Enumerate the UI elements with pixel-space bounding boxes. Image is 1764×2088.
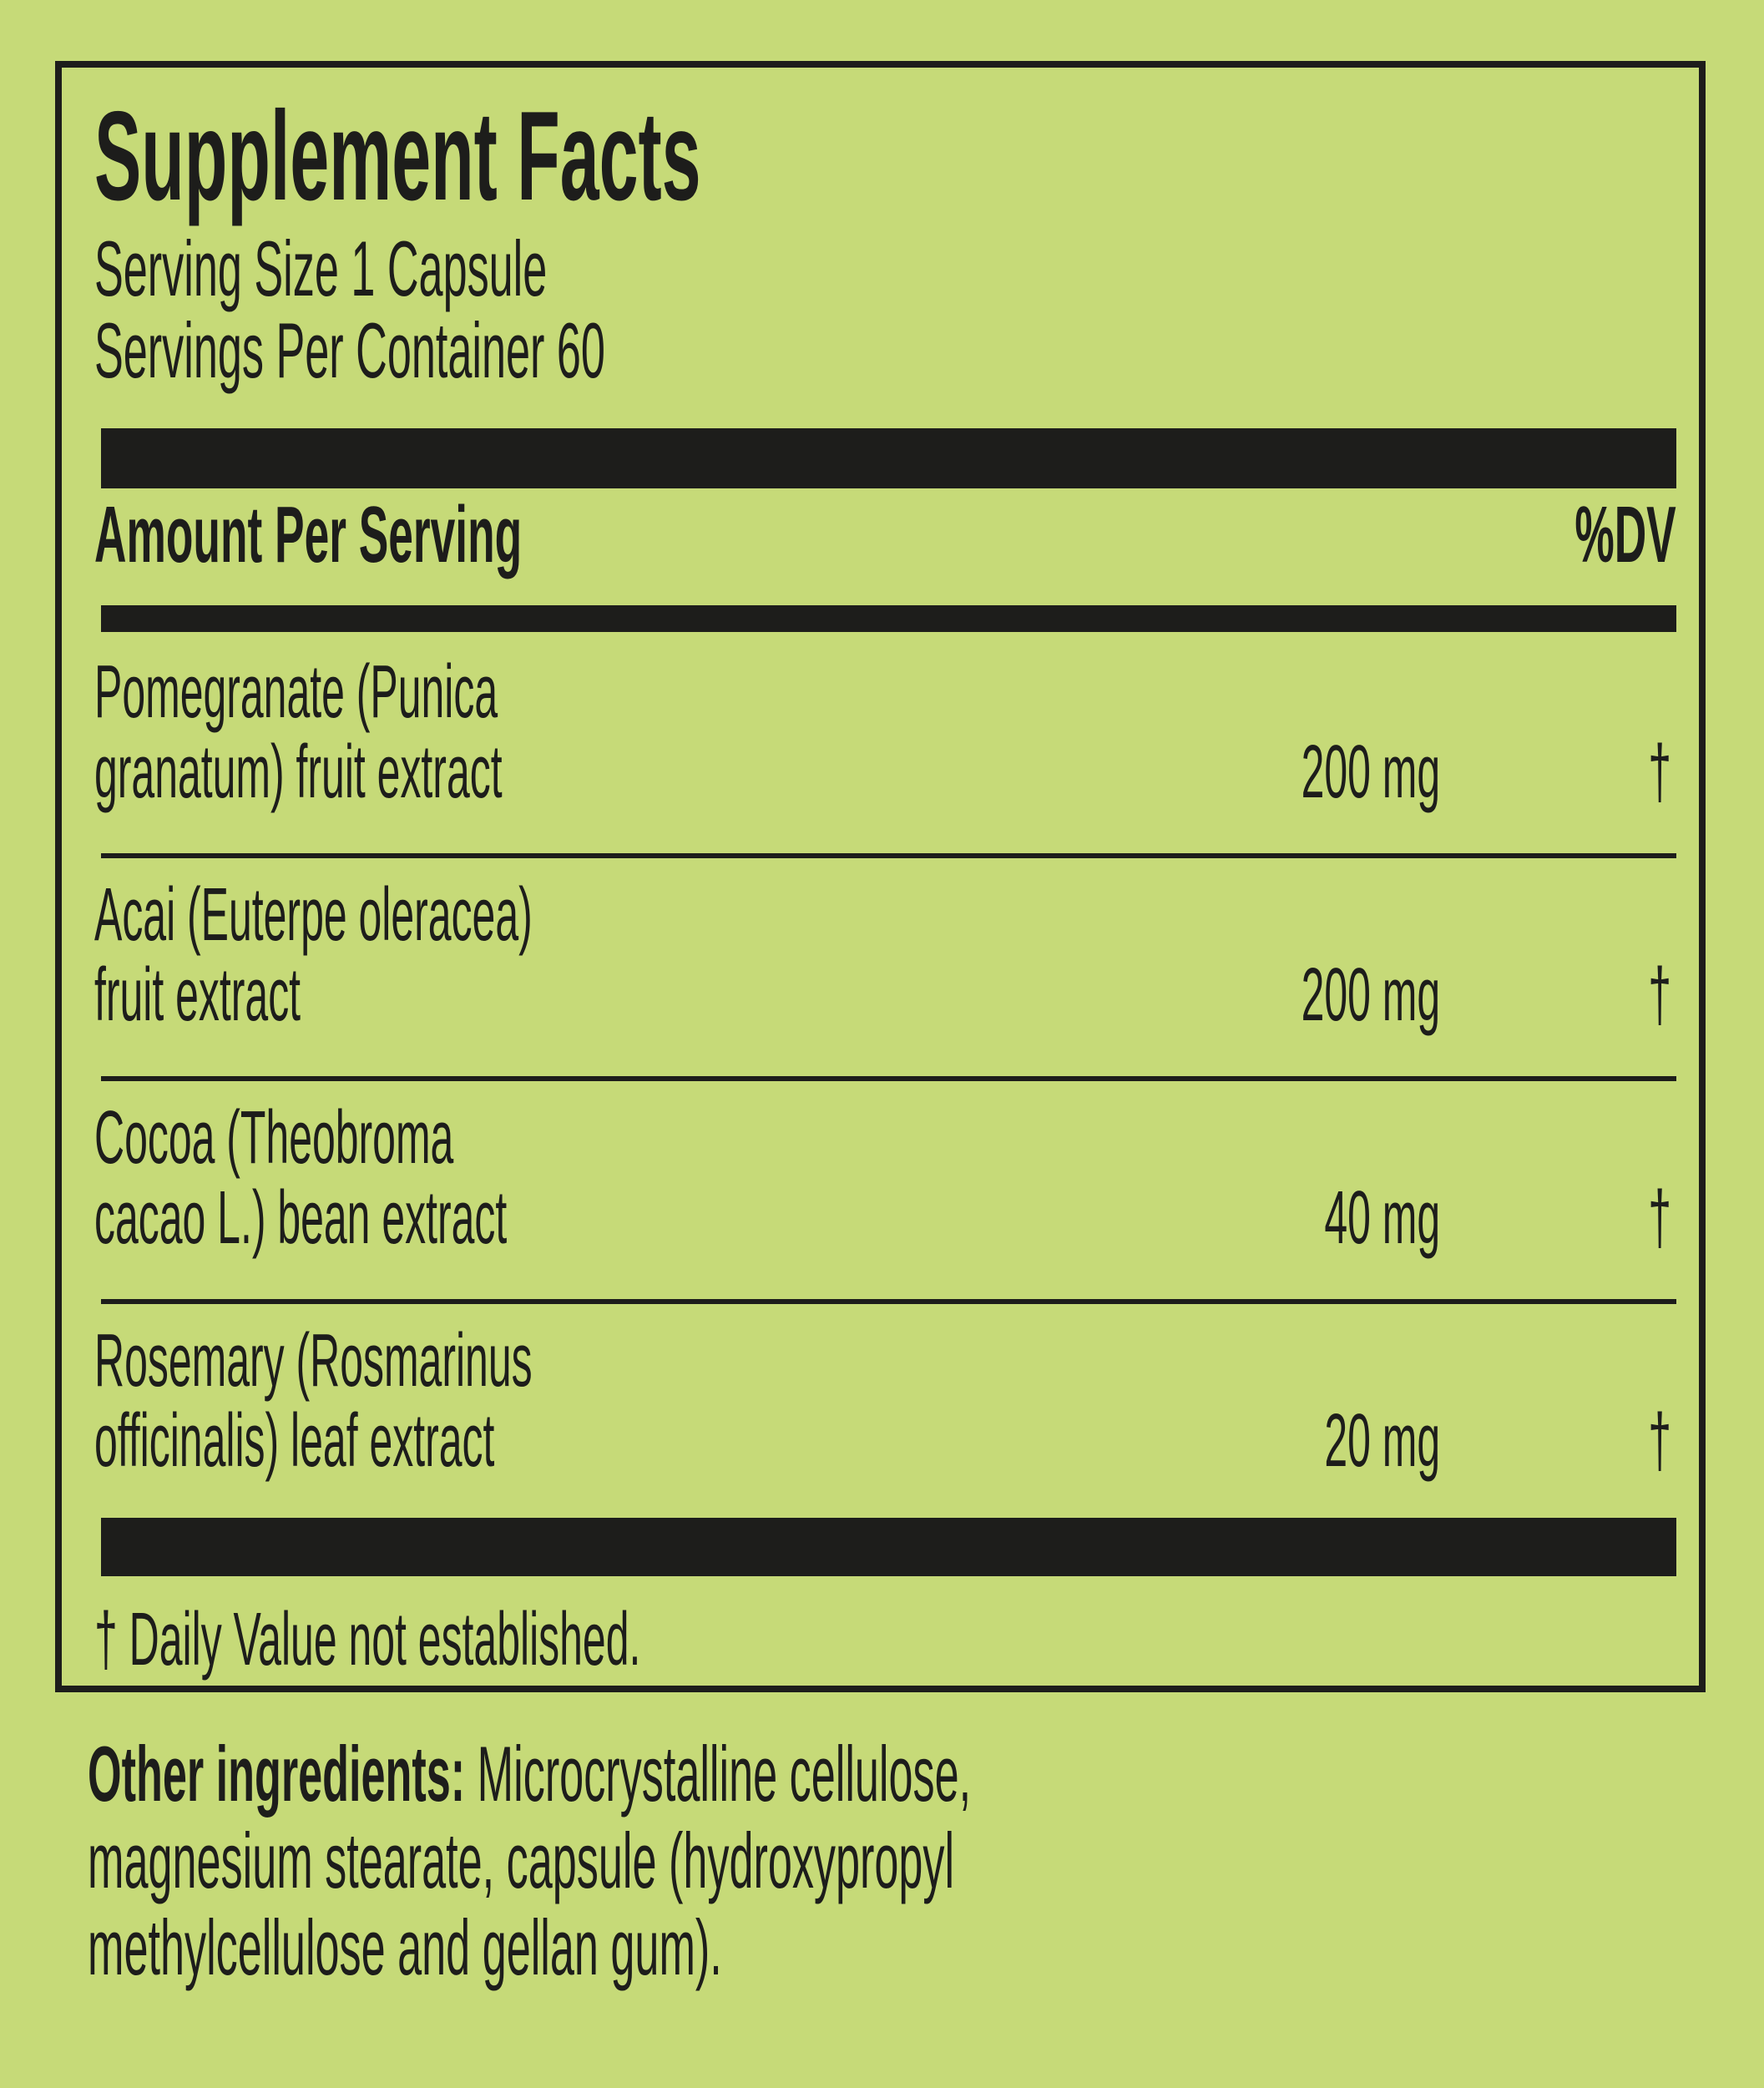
- other-ingredients-line-1-inner: Other ingredients: Microcrystalline cell…: [88, 1731, 971, 1818]
- ingredient-amount-text: 200 mg: [1301, 953, 1440, 1037]
- page-title: Supplement Facts: [94, 93, 1187, 220]
- ingredient-amount: 200 mg: [94, 955, 1440, 1035]
- ingredient-daily-value-text: †: [1648, 731, 1671, 814]
- daily-value-text: %DV: [1574, 490, 1676, 579]
- table-row: Cocoa (Theobroma cacao L.) bean extract …: [94, 1098, 1676, 1290]
- page-title-text: Supplement Facts: [94, 85, 701, 227]
- other-ingredients-text-2: magnesium stearate, capsule (hydroxyprop…: [88, 1817, 955, 1904]
- ingredient-daily-value-text: †: [1648, 1176, 1671, 1260]
- ingredient-daily-value: †: [1630, 1401, 1671, 1481]
- serving-size: Serving Size 1 Capsule: [94, 230, 910, 308]
- ingredient-name-line-1: Acai (Euterpe oleracea): [94, 873, 533, 957]
- row-separator: [101, 853, 1676, 858]
- other-ingredients-text-3: methylcellulose and gellan gum).: [88, 1903, 722, 1991]
- ingredient-name: Rosemary (Rosmarinus officinalis) leaf e…: [94, 1321, 883, 1481]
- ingredient-amount-text: 20 mg: [1324, 1399, 1440, 1483]
- servings-per-container-text: Servings Per Container 60: [94, 306, 605, 394]
- rule-thick-bottom: [101, 1518, 1676, 1576]
- other-ingredients-line-2: magnesium stearate, capsule (hydroxyprop…: [88, 1818, 1724, 1904]
- ingredient-daily-value: †: [1630, 955, 1671, 1035]
- other-ingredients-line-3: methylcellulose and gellan gum).: [88, 1904, 1724, 1991]
- servings-per-container: Servings Per Container 60: [94, 311, 1014, 390]
- ingredient-daily-value-text: †: [1648, 1399, 1671, 1483]
- ingredient-name: Acai (Euterpe oleracea) fruit extract: [94, 875, 883, 1035]
- ingredient-name-line-2: officinalis) leaf extract: [94, 1399, 495, 1483]
- serving-size-text: Serving Size 1 Capsule: [94, 225, 548, 312]
- ingredient-name-line-2: granatum) fruit extract: [94, 731, 503, 814]
- row-separator: [101, 1076, 1676, 1081]
- ingredient-daily-value-text: †: [1648, 953, 1671, 1037]
- table-row: Pomegranate (Punica granatum) fruit extr…: [94, 652, 1676, 844]
- ingredient-daily-value: †: [1630, 1178, 1671, 1258]
- other-ingredients-label: Other ingredients:: [88, 1730, 466, 1818]
- rule-thick-top: [101, 428, 1676, 488]
- amount-per-serving-label: Amount Per Serving: [94, 495, 865, 575]
- daily-value-footnote: † Daily Value not established.: [94, 1602, 1079, 1677]
- other-ingredients-text-1: Microcrystalline cellulose,: [465, 1730, 972, 1818]
- amount-per-serving-header: Amount Per Serving %DV: [94, 495, 1676, 595]
- ingredient-daily-value: †: [1630, 732, 1671, 812]
- table-row: Rosemary (Rosmarinus officinalis) leaf e…: [94, 1321, 1676, 1513]
- amount-per-serving-text: Amount Per Serving: [94, 490, 523, 579]
- ingredient-amount: 200 mg: [94, 732, 1440, 812]
- ingredient-name-line-2: fruit extract: [94, 953, 301, 1037]
- ingredient-name: Cocoa (Theobroma cacao L.) bean extract: [94, 1098, 838, 1258]
- rule-thin-mid: [101, 605, 1676, 632]
- row-separator: [101, 1299, 1676, 1304]
- table-row: Acai (Euterpe oleracea) fruit extract 20…: [94, 875, 1676, 1067]
- ingredient-amount-text: 200 mg: [1301, 731, 1440, 814]
- ingredient-name-line-1: Cocoa (Theobroma: [94, 1096, 454, 1180]
- daily-value-footnote-text: † Daily Value not established.: [94, 1598, 641, 1681]
- ingredient-name: Pomegranate (Punica granatum) fruit extr…: [94, 652, 829, 812]
- ingredient-amount: 40 mg: [94, 1178, 1440, 1258]
- ingredient-name-line-1: Pomegranate (Punica: [94, 650, 498, 734]
- ingredient-name-line-1: Rosemary (Rosmarinus: [94, 1319, 533, 1403]
- ingredient-amount: 20 mg: [94, 1401, 1440, 1481]
- ingredient-amount-text: 40 mg: [1324, 1176, 1440, 1260]
- supplement-facts-box: Supplement Facts Serving Size 1 Capsule …: [55, 61, 1706, 1692]
- ingredient-name-line-2: cacao L.) bean extract: [94, 1176, 508, 1260]
- daily-value-label: %DV: [1494, 495, 1676, 575]
- other-ingredients-line-1: Other ingredients: Microcrystalline cell…: [88, 1731, 1724, 1818]
- other-ingredients-block: Other ingredients: Microcrystalline cell…: [88, 1731, 1724, 1991]
